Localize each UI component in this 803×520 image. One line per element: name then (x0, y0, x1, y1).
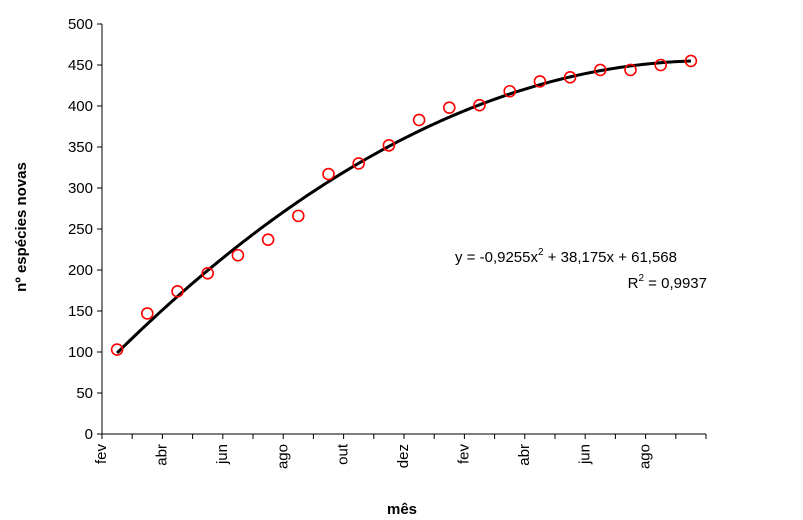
y-ticks: 0 50 100 150 200 250 300 350 400 450 500 (68, 16, 102, 443)
data-point (141, 307, 154, 320)
data-point (261, 233, 275, 246)
data-point (473, 98, 486, 112)
x-ticks: fev abr jun ago out dez fev abr jun ago (93, 434, 707, 469)
y-tick-label: 150 (68, 303, 93, 320)
x-tick-label: jun (576, 444, 593, 465)
y-axis-label: nº espécies novas (13, 162, 30, 292)
data-point (110, 343, 124, 356)
y-tick-label: 450 (68, 57, 93, 74)
r-squared-label: R2 = 0,9937 (628, 273, 707, 292)
data-point (322, 167, 335, 181)
data-point (654, 58, 668, 72)
data-point (231, 248, 245, 262)
trendline-equation: y = -0,9255x2 + 38,175x + 61,568 (455, 247, 677, 266)
x-tick-label: abr (516, 444, 533, 466)
x-axis-label: mês (387, 501, 417, 518)
x-tick-label: fev (456, 444, 473, 465)
y-tick-label: 500 (68, 16, 93, 33)
data-point (563, 71, 577, 84)
y-tick-label: 300 (68, 180, 93, 197)
y-tick-label: 400 (68, 98, 93, 115)
data-point (291, 209, 305, 223)
y-tick-label: 250 (68, 221, 93, 238)
x-tick-label: dez (395, 444, 412, 468)
x-tick-label: ago (274, 444, 291, 469)
y-tick-label: 0 (85, 426, 93, 443)
data-points (110, 54, 698, 356)
x-tick-label: abr (154, 444, 171, 466)
x-tick-label: jun (214, 444, 231, 465)
data-point (382, 139, 396, 152)
data-point (624, 63, 637, 77)
data-point (442, 101, 456, 114)
data-point (201, 266, 214, 280)
y-tick-label: 100 (68, 344, 93, 361)
data-point (412, 113, 426, 127)
y-tick-label: 350 (68, 139, 93, 156)
x-tick-label: fev (93, 444, 110, 465)
data-point (684, 54, 698, 68)
trendline-group (116, 59, 691, 355)
data-point (171, 285, 184, 298)
x-tick-label: ago (637, 444, 654, 469)
axes (101, 24, 706, 435)
data-point (533, 75, 547, 88)
data-point (503, 84, 517, 98)
y-tick-label: 50 (76, 385, 93, 402)
data-point (352, 157, 366, 170)
data-point (593, 63, 607, 77)
x-tick-label: out (335, 443, 352, 465)
y-tick-label: 200 (68, 262, 93, 279)
trendline (116, 59, 691, 355)
